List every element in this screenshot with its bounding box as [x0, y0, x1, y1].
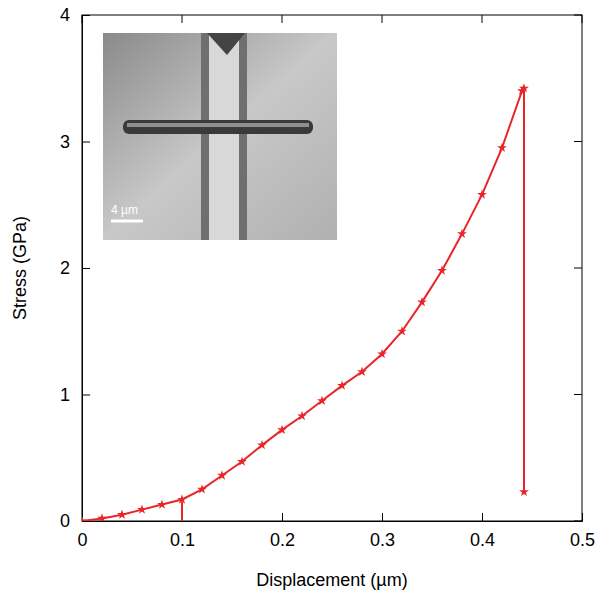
data-point — [297, 411, 307, 420]
data-point — [377, 349, 387, 358]
y-tick: 3 — [60, 132, 90, 152]
plot: 4 µm 0 0.1 0.2 0.3 0.4 0.5 0 1 2 3 4 — [60, 5, 595, 550]
y-tick-mark — [82, 15, 90, 16]
inset-beam-highlight — [127, 123, 309, 127]
inset: 4 µm — [103, 33, 337, 240]
x-tick-mark — [582, 513, 583, 521]
inset-trench — [201, 33, 247, 240]
y-tick-mark-right — [574, 521, 582, 522]
data-point — [519, 83, 529, 92]
data-point — [117, 510, 127, 519]
data-point — [197, 484, 207, 493]
y-tick: 2 — [60, 258, 90, 278]
y-tick: 1 — [60, 385, 90, 405]
y-tick: 0 — [60, 511, 90, 531]
data-point — [397, 326, 407, 335]
data-point — [357, 367, 367, 376]
x-tick-label: 0.5 — [570, 530, 595, 550]
data-point — [317, 396, 327, 405]
data-point — [437, 265, 447, 274]
data-point — [337, 380, 347, 389]
x-tick-mark-top — [582, 15, 583, 23]
inset-beam — [123, 120, 313, 134]
inset-tip — [207, 33, 245, 55]
y-tick-mark-right — [574, 394, 582, 395]
x-tick-mark — [482, 513, 483, 521]
y-tick-mark-right — [574, 15, 582, 16]
data-point — [417, 297, 427, 306]
data-point — [277, 425, 287, 434]
data-point — [237, 456, 247, 465]
y-axis: 0 1 2 3 4 — [60, 5, 90, 531]
y-tick-label: 0 — [60, 511, 70, 531]
y-tick-label: 4 — [60, 5, 70, 25]
x-tick: 0.3 — [370, 513, 395, 550]
x-tick-label: 0.1 — [170, 530, 195, 550]
y-tick-label: 1 — [60, 385, 70, 405]
y-tick-mark — [82, 521, 90, 522]
x-tick-mark-top — [82, 15, 83, 23]
x-tick-label: 0 — [77, 530, 87, 550]
x-tick: 0.5 — [570, 513, 595, 550]
x-tick-mark-top — [182, 15, 183, 23]
x-axis: 0 0.1 0.2 0.3 0.4 0.5 — [77, 513, 595, 550]
data-point — [477, 189, 487, 198]
y-tick-mark-right — [574, 268, 582, 269]
data-point — [257, 440, 267, 449]
x-tick: 0 — [77, 513, 87, 550]
data-point — [97, 513, 107, 521]
data-point — [137, 504, 147, 513]
data-line — [82, 88, 524, 521]
x-tick-mark-top — [282, 15, 283, 23]
y-axis-title: Stress (GPa) — [10, 216, 30, 320]
x-tick-mark-top — [482, 15, 483, 23]
x-tick-label: 0.3 — [370, 530, 395, 550]
marker-line — [181, 502, 183, 521]
inset-image — [103, 33, 337, 240]
plot-frame — [82, 15, 582, 521]
data-layer — [82, 83, 529, 521]
data-point — [82, 516, 87, 521]
y-tick-mark — [82, 395, 90, 396]
inset-trench-floor — [209, 33, 239, 240]
chart: 4 µm 0 0.1 0.2 0.3 0.4 0.5 0 1 2 3 4 Displacement (µ… — [0, 0, 609, 608]
y-axis-line — [83, 16, 91, 522]
y-tick: 4 — [60, 5, 90, 25]
data-point — [519, 487, 529, 496]
x-tick: 0.2 — [270, 513, 295, 550]
x-tick-mark-top — [382, 15, 383, 23]
y-tick-label: 2 — [60, 258, 70, 278]
x-tick-label: 0.4 — [470, 530, 495, 550]
scale-label: 4 µm — [111, 203, 138, 217]
y-tick-mark-right — [574, 141, 582, 142]
y-tick-mark — [82, 142, 90, 143]
x-tick-mark — [382, 513, 383, 521]
y-tick-label: 3 — [60, 132, 70, 152]
data-point — [217, 470, 227, 479]
x-tick-label: 0.2 — [270, 530, 295, 550]
data-point — [457, 229, 467, 238]
data-point — [497, 143, 507, 152]
scale-bar — [111, 220, 143, 223]
x-tick-mark — [282, 513, 283, 521]
x-axis-line — [83, 513, 583, 522]
x-axis-title: Displacement (µm) — [256, 570, 407, 590]
x-tick: 0.4 — [470, 513, 495, 550]
y-tick-mark — [82, 268, 90, 269]
data-point — [157, 499, 167, 508]
